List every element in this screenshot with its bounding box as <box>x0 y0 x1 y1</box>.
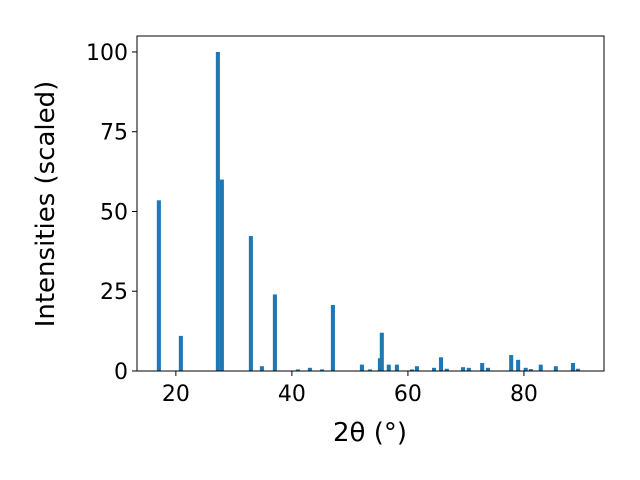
bar <box>431 367 437 371</box>
bar <box>259 366 264 371</box>
bar <box>480 363 485 371</box>
bar <box>466 367 471 371</box>
y-axis-label: Intensities (scaled) <box>31 81 61 328</box>
bar <box>438 357 444 371</box>
y-tick-label: 75 <box>100 121 128 146</box>
x-tick-label: 80 <box>510 382 538 407</box>
bar <box>248 236 253 371</box>
bar <box>460 367 466 371</box>
y-tick-label: 100 <box>86 41 128 66</box>
x-tick-label: 20 <box>162 382 190 407</box>
bar <box>359 364 364 371</box>
bar <box>379 332 384 371</box>
x-tick-label: 60 <box>394 382 422 407</box>
y-tick-label: 25 <box>100 280 128 305</box>
bar <box>516 359 521 371</box>
y-tick-label: 50 <box>100 200 128 225</box>
bar <box>320 369 325 371</box>
bar <box>307 367 312 371</box>
bar <box>444 368 449 371</box>
plot-frame <box>136 35 605 372</box>
bar <box>575 368 580 371</box>
bar <box>528 369 533 371</box>
x-axis-label: 2θ (°) <box>333 418 407 448</box>
y-tick-label: 0 <box>114 360 128 385</box>
bar <box>553 366 558 371</box>
bar <box>570 363 575 371</box>
bar <box>156 200 161 371</box>
bar <box>523 367 528 371</box>
bar <box>538 364 543 371</box>
bar <box>178 335 183 371</box>
bar <box>215 51 220 371</box>
bar <box>386 364 391 371</box>
x-tick-label: 40 <box>278 382 306 407</box>
bar <box>367 369 372 371</box>
bar <box>509 355 514 371</box>
bar <box>409 369 415 371</box>
bar <box>414 366 419 371</box>
bar <box>485 367 491 371</box>
bar <box>272 294 277 371</box>
bar <box>295 369 300 371</box>
bar <box>394 364 399 371</box>
bar <box>219 179 224 371</box>
bar <box>330 304 335 371</box>
